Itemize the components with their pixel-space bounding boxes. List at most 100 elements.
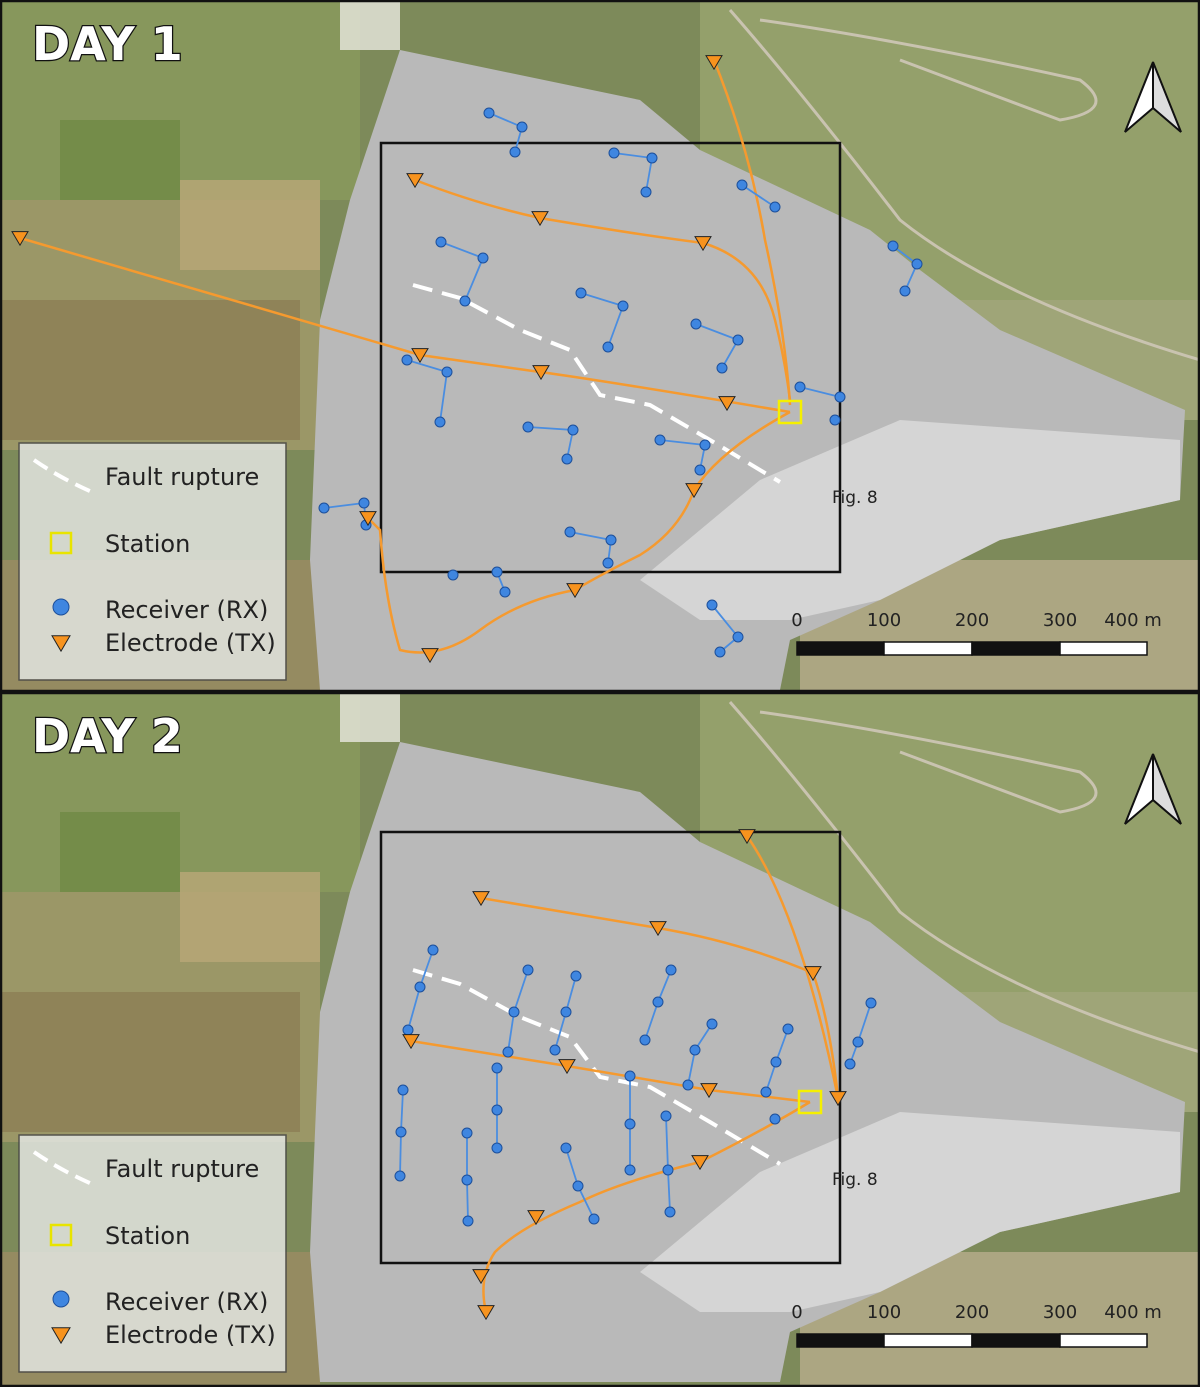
receiver <box>560 1006 572 1018</box>
cable <box>410 1039 811 1104</box>
receiver <box>549 1044 561 1056</box>
scale-segment <box>883 641 973 656</box>
receiver <box>865 997 877 1009</box>
receiver <box>564 526 576 538</box>
station <box>797 1089 823 1115</box>
legend-electrode <box>51 1327 71 1345</box>
scale-label: 0 <box>791 1302 802 1323</box>
scale-label: 400 m <box>1104 610 1162 631</box>
scale-segment <box>1059 641 1148 656</box>
receiver <box>395 1126 407 1138</box>
receiver <box>714 646 726 658</box>
receiver <box>435 236 447 248</box>
field <box>340 0 400 50</box>
receiver <box>588 1213 600 1225</box>
receiver <box>706 599 718 611</box>
receiver <box>665 964 677 976</box>
legend-label: Electrode (TX) <box>105 629 276 657</box>
scale-label: 200 <box>955 610 989 631</box>
cable <box>712 59 792 406</box>
electrode <box>472 1269 490 1285</box>
receiver <box>794 381 806 393</box>
receiver <box>782 1023 794 1035</box>
receiver <box>560 1142 572 1154</box>
legend-label: Receiver (RX) <box>105 1288 268 1316</box>
receiver <box>769 1113 781 1125</box>
receiver <box>483 107 495 119</box>
receiver <box>694 464 706 476</box>
scale-segment <box>1059 1333 1148 1348</box>
receiver <box>522 964 534 976</box>
scale-label: 300 <box>1043 1302 1077 1323</box>
receiver <box>664 1206 676 1218</box>
electrode <box>11 231 29 247</box>
receiver <box>760 1086 772 1098</box>
electrode <box>738 829 756 845</box>
field <box>0 300 300 440</box>
road <box>759 18 1098 122</box>
electrode <box>411 348 429 364</box>
receiver <box>682 1079 694 1091</box>
receiver <box>447 569 459 581</box>
field <box>340 692 400 742</box>
receiver <box>911 258 923 270</box>
receiver <box>769 201 781 213</box>
receiver-wire <box>741 184 776 208</box>
receiver <box>459 295 471 307</box>
electrode <box>705 55 723 71</box>
receiver <box>401 354 413 366</box>
cable <box>482 1100 811 1313</box>
legend-fault <box>32 458 93 494</box>
scale-segment <box>796 641 885 656</box>
cable <box>745 835 840 1099</box>
road <box>728 701 1200 1054</box>
panel-title: DAY 1 <box>32 17 183 71</box>
scale-segment <box>971 1333 1061 1348</box>
receiver <box>617 300 629 312</box>
receiver <box>575 287 587 299</box>
receiver <box>358 497 370 509</box>
receiver <box>624 1070 636 1082</box>
inset-box <box>379 830 842 1265</box>
receiver <box>608 147 620 159</box>
receiver <box>427 944 439 956</box>
receiver <box>491 1142 503 1154</box>
receiver <box>605 534 617 546</box>
receiver <box>690 318 702 330</box>
receiver <box>736 179 748 191</box>
receiver <box>716 362 728 374</box>
receiver <box>570 970 582 982</box>
receiver <box>434 416 446 428</box>
receiver <box>414 981 426 993</box>
field <box>0 992 300 1132</box>
receiver <box>522 421 534 433</box>
road <box>728 9 1200 362</box>
receiver <box>844 1058 856 1070</box>
legend-receiver <box>52 598 70 616</box>
receiver <box>461 1127 473 1139</box>
receiver <box>491 566 503 578</box>
electrode <box>527 1210 545 1226</box>
receiver <box>652 996 664 1008</box>
receiver <box>499 586 511 598</box>
rock-outcrop <box>640 420 1180 620</box>
receiver <box>852 1036 864 1048</box>
receiver <box>829 414 841 426</box>
legend-label: Station <box>105 530 190 558</box>
receiver <box>461 1174 473 1186</box>
receiver <box>689 1044 701 1056</box>
receiver <box>508 1006 520 1018</box>
electrode <box>406 173 424 189</box>
electrode <box>472 891 490 907</box>
panel-title: DAY 2 <box>32 709 183 763</box>
electrode <box>829 1091 847 1107</box>
electrode <box>402 1034 420 1050</box>
scale-label: 0 <box>791 610 802 631</box>
inset-box <box>379 141 842 574</box>
receiver <box>602 557 614 569</box>
receiver <box>887 240 899 252</box>
scale-label: 100 <box>867 1302 901 1323</box>
north-arrow <box>1152 753 1182 825</box>
inset-label: Fig. 8 <box>832 1170 878 1190</box>
